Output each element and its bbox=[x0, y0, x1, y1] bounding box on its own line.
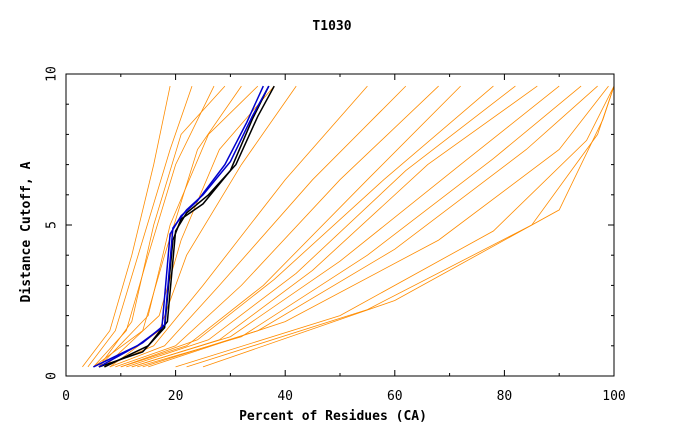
plot-lines bbox=[82, 85, 615, 368]
model-curve bbox=[126, 85, 516, 368]
x-tick-label: 20 bbox=[168, 389, 184, 404]
model-curve bbox=[109, 85, 407, 368]
model-curve bbox=[131, 85, 560, 368]
x-tick-label: 0 bbox=[62, 389, 70, 404]
y-tick-label: 10 bbox=[45, 66, 60, 82]
y-axis-label: Distance Cutoff, A bbox=[19, 161, 34, 302]
model-curve bbox=[202, 85, 615, 368]
y-axis-ticks: 0 5 10 bbox=[45, 66, 614, 380]
model-curve bbox=[104, 85, 275, 368]
model-curve bbox=[82, 86, 171, 368]
model-curve bbox=[148, 85, 609, 368]
model-curve bbox=[93, 85, 215, 368]
y-tick-label: 0 bbox=[45, 372, 60, 380]
x-tick-label: 60 bbox=[387, 389, 403, 404]
y-tick-label: 5 bbox=[45, 221, 60, 229]
x-tick-label: 40 bbox=[277, 389, 293, 404]
chart-title: T1030 bbox=[312, 19, 351, 34]
x-axis-ticks: 0 20 40 60 80 100 bbox=[62, 74, 626, 404]
model-curve bbox=[98, 85, 259, 368]
model-curve bbox=[120, 85, 461, 368]
model-curve bbox=[98, 85, 226, 368]
model-curve bbox=[120, 85, 494, 368]
model-curve bbox=[93, 85, 242, 368]
model-curve bbox=[104, 85, 368, 368]
x-tick-label: 100 bbox=[602, 389, 625, 404]
x-tick-label: 80 bbox=[497, 389, 513, 404]
model-curve bbox=[115, 85, 439, 368]
model-curve bbox=[87, 85, 193, 368]
highlight-curve bbox=[104, 85, 275, 368]
model-curve bbox=[175, 85, 615, 368]
x-axis-label: Percent of Residues (CA) bbox=[239, 409, 427, 424]
model-curve bbox=[142, 85, 598, 368]
highlight-curve bbox=[98, 85, 270, 368]
